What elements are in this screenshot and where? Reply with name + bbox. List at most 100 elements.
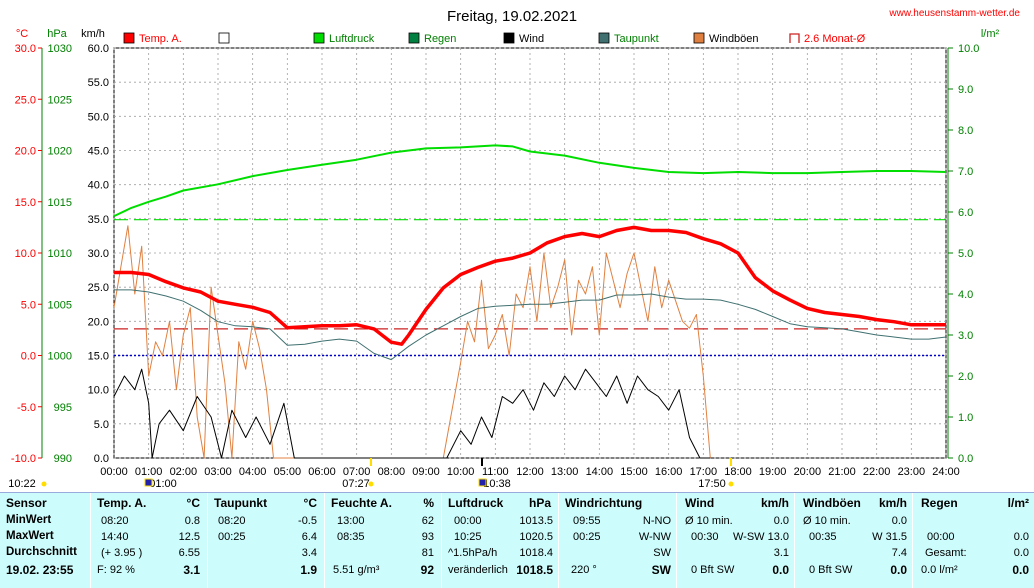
legend-swatch [789,33,800,43]
feuchte-unit: % [423,496,434,510]
tick-label-wind: 15.0 [88,351,109,363]
tick-label-x: 22:00 [863,466,891,478]
legend-swatch [693,32,705,44]
tick-label-wind: 10.0 [88,385,109,397]
tick-label-x: 14:00 [586,466,614,478]
tick-label-wind: 50.0 [88,111,109,123]
tick-label-x: 00:00 [100,466,128,478]
tick-label-regen: 0.0 [958,453,973,465]
tick-label-regen: 1.0 [958,412,973,424]
axis-unit-temp: °C [16,28,28,40]
tick-label-x: 19:00 [759,466,787,478]
tick-label-x: 11:00 [482,466,509,478]
stats-col-luftdruck: Luftdruck hPa 00:00 1013.5 10:25 1020.5 … [441,493,559,588]
series-line-wind [113,368,711,459]
chart-svg: Freitag, 19.02.2021 www.heusenstamm-wette… [8,8,1020,490]
temp-current: 3.1 [183,563,200,577]
legend-swatch [313,32,325,44]
boeen-min: 0.0 [891,515,907,527]
tick-label-x: 20:00 [794,466,822,478]
marker-label: 17:50 [698,478,726,490]
stats-col-regen: Regen l/m² 00:00 0.0 Gesamt: 0.0 0.0 l/m… [912,493,1034,588]
tick-label-x: 03:00 [204,466,232,478]
stats-col-boeen: Windböen km/h Ø 10 min. 0.0 00:35 W 31.5… [794,493,913,588]
boeen-min-time: Ø 10 min. [803,515,851,527]
taupunkt-min: -0.5 [298,515,317,527]
tick-label-regen: 2.0 [958,371,973,383]
temp-unit: °C [186,496,200,510]
windrichtung-max: W-NW [638,531,671,543]
feuchte-header: Feuchte A. [331,496,392,510]
windrichtung-header: Windrichtung [565,496,643,510]
series-line-temp [114,225,946,346]
boeen-header: Windböen [803,496,861,510]
site-url: www.heusenstamm-wetter.de [888,8,1020,19]
wind-min: 0.0 [773,515,789,527]
regen-header: Regen [921,496,958,510]
regen-cur-label: 0.0 l/m² [921,564,958,576]
luftdruck-min: 1013.5 [519,515,553,527]
tick-label-temp: -10.0 [11,453,36,465]
tick-label-x: 12:00 [516,466,544,478]
legend: Temp. A. Luftdruck Regen Wind Taupunkt Windbö… [123,32,866,45]
tick-label-x: 18:00 [724,466,752,478]
tick-label-x: 07:00 [343,466,371,478]
tick-label-x: 09:00 [412,466,440,478]
windrichtung-avg: SW [653,547,671,559]
tick-label-x: 15:00 [620,466,648,478]
tick-label-x: 10:00 [447,466,475,478]
legend-label: Regen [424,33,456,45]
luftdruck-trend: ^1.5hPa/h [448,547,498,559]
tick-label-wind: 30.0 [88,248,109,260]
legend-label: Windböen [709,33,759,45]
legend-swatch [123,32,135,44]
regen-current: 0.0 [1012,563,1029,577]
tick-label-regen: 10.0 [958,43,979,55]
windrichtung-max-time: 00:25 [573,531,601,543]
axis-unit-regen: l/m² [981,28,1000,40]
tick-label-x: 17:00 [690,466,718,478]
tick-label-regen: 9.0 [958,84,973,96]
feuchte-min-time: 13:00 [337,515,365,527]
tick-label-x: 24:00 [932,466,960,478]
windrichtung-current: SW [651,563,671,577]
row-label-max: MaxWert [6,530,54,542]
tick-label-druck: 1000 [48,351,72,363]
tick-label-temp: 15.0 [15,197,36,209]
tick-label-temp: 5.0 [21,299,36,311]
temp-max: 12.5 [178,531,200,543]
wind-current: 0.0 [772,563,789,577]
series-line-taupunkt [114,289,947,361]
tick-label-wind: 35.0 [88,214,109,226]
marker-label: 10:38 [483,478,511,490]
legend-swatch [598,32,610,44]
legend-label: Luftdruck [329,33,375,45]
tick-label-druck: 1010 [48,248,72,260]
tick-label-x: 04:00 [239,466,267,478]
stats-table: Sensor MinWert MaxWert Durchschnitt 19.0… [0,492,1034,588]
tick-label-wind: 20.0 [88,316,109,328]
boeen-unit: km/h [878,496,907,510]
wind-max: W-SW 13.0 [732,531,789,543]
windrichtung-min-time: 09:55 [573,515,601,527]
tick-label-wind: 60.0 [88,43,109,55]
stats-col-temp: Temp. A. °C 08:20 0.8 14:40 12.5 (+ 3.95… [90,493,208,588]
feuchte-max-time: 08:35 [337,531,365,543]
wind-avg: 3.1 [773,547,789,559]
tick-label-wind: 45.0 [88,146,109,158]
tick-label-regen: 4.0 [958,289,973,301]
luftdruck-avg: 1018.4 [519,547,553,559]
tick-label-druck: 1025 [48,94,72,106]
tick-label-x: 05:00 [274,466,302,478]
legend-swatch [218,32,230,44]
luftdruck-header: Luftdruck [448,496,504,510]
tick-label-wind: 40.0 [88,180,109,192]
feuchte-min: 62 [421,515,434,527]
wind-unit: km/h [760,496,789,510]
wind-cur-label: 0 Bft SW [691,564,735,576]
legend-label: Temp. A. [139,33,182,45]
legend-label: Taupunkt [614,33,659,45]
tick-label-x: 08:00 [378,466,406,478]
legend-label: Wind [519,33,544,45]
axis-unit-wind: km/h [81,28,105,40]
